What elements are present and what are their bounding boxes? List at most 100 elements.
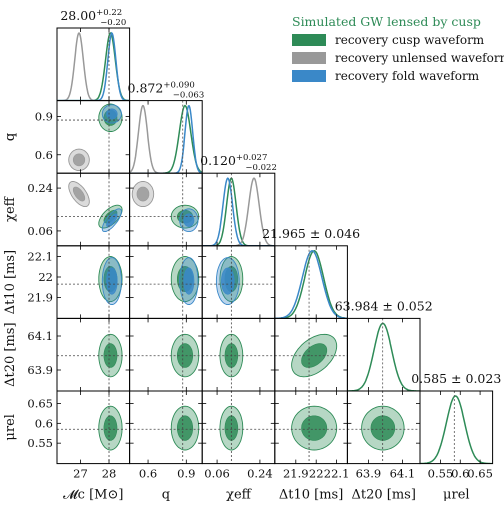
y-axis-label-chi_eff: χeff — [3, 195, 18, 222]
x-tick-label-M_c: 28 — [102, 467, 117, 481]
y-axis-label-dt10: Δt10 [ms] — [3, 250, 18, 314]
x-tick-label-mu_rel: 0.6 — [451, 467, 469, 481]
marginal-curve-dt20-recovery-cusp-waveform — [348, 322, 420, 391]
panel-mu_rel-vs-dt10 — [274, 391, 348, 464]
panel-dt20-vs-chi_eff — [202, 318, 275, 391]
y-axis-label-dt20: Δt20 [ms] — [3, 322, 18, 386]
x-tick-label-q: 0.9 — [177, 467, 195, 481]
legend-item-unlensed: recovery unlensed waveform — [292, 49, 504, 67]
contour-inner-recovery-cusp-waveform — [301, 343, 328, 368]
y-tick-label-dt10: 21.9 — [27, 290, 53, 304]
title-median: 0.120 — [200, 153, 236, 168]
panel-frame — [56, 27, 131, 102]
panel-frame — [346, 317, 421, 392]
x-tick-label-mu_rel: 0.55 — [428, 467, 454, 481]
panel-dt20-vs-M_c — [57, 318, 130, 391]
title-median: 21.965 — [262, 226, 306, 241]
contour-inner-recovery-cusp-waveform — [301, 415, 328, 441]
x-tick-label-dt20: 63.9 — [356, 467, 382, 481]
contour-inner-recovery-fold-waveform — [106, 267, 118, 295]
contour-inner-recovery-cusp-waveform — [177, 415, 194, 441]
title-median: 63.984 — [335, 298, 379, 313]
panel-dt10-vs-chi_eff — [202, 245, 275, 319]
x-tick-label-chi_eff: 0.24 — [247, 467, 273, 481]
marginal-curve-dt10-recovery-fold-waveform — [275, 250, 347, 319]
legend: Simulated GW lensed by cusp recovery cus… — [292, 14, 504, 85]
marginal-curve-M_c-recovery-unlensed-waveform — [57, 31, 129, 101]
x-tick-label-chi_eff: 0.06 — [204, 467, 230, 481]
title-minus: −0.063 — [173, 91, 204, 101]
contour-inner-recovery-unlensed-waveform — [72, 153, 86, 167]
marginal-title-q: 0.872+0.090 −0.063 — [128, 81, 205, 101]
panel-mu_rel-vs-dt20 — [347, 391, 420, 464]
legend-title: Simulated GW lensed by cusp — [292, 14, 481, 29]
x-tick-label-mu_rel: 0.65 — [467, 467, 493, 481]
marginal-curve-q-recovery-unlensed-waveform — [129, 104, 202, 174]
y-tick-label-mu_rel: 0.55 — [27, 436, 53, 450]
legend-swatch-fold — [292, 70, 326, 82]
legend-swatch-unlensed — [292, 52, 326, 64]
title-plus: +0.090 — [163, 81, 194, 91]
title-pm: ± 0.023 — [447, 371, 501, 386]
x-tick-label-q: 0.6 — [139, 467, 157, 481]
y-tick-label-dt20: 63.9 — [27, 363, 53, 377]
marginal-title-dt10: 21.965 ± 0.046 — [262, 226, 360, 241]
contour-inner-recovery-fold-waveform — [106, 108, 118, 120]
legend-label-unlensed: recovery unlensed waveform — [335, 51, 504, 65]
title-minus: −0.022 — [245, 163, 276, 173]
contour-inner-recovery-unlensed-waveform — [72, 186, 86, 202]
x-axis-label-dt20: Δt20 [ms] — [351, 488, 415, 503]
panel-dt10-vs-M_c — [57, 245, 130, 319]
title-median: 28.00 — [60, 8, 96, 23]
x-axis-label-M_c: 𝓜c [M⊙] — [63, 488, 123, 503]
y-axis-label-mu_rel: μrel — [3, 414, 18, 441]
x-axis-label-dt10: Δt10 [ms] — [279, 488, 343, 503]
panel-q-vs-q — [129, 100, 203, 174]
marginal-curve-dt10-recovery-cusp-waveform — [275, 250, 347, 319]
marginal-curve-M_c-recovery-cusp-waveform — [57, 32, 130, 101]
panel-chi_eff-vs-M_c — [57, 173, 130, 246]
title-median: 0.872 — [128, 81, 164, 96]
y-tick-label-dt10: 22.1 — [27, 250, 53, 264]
title-plus: +0.22 — [96, 8, 122, 18]
panel-M_c-vs-M_c — [57, 28, 130, 101]
marginal-title-M_c: 28.00+0.22 −0.20 — [60, 8, 126, 28]
panel-mu_rel-vs-M_c — [57, 391, 130, 464]
marginal-curve-mu_rel-recovery-cusp-waveform — [420, 395, 492, 464]
x-tick-label-dt10: 22 — [309, 467, 324, 481]
panel-dt10-vs-q — [129, 245, 203, 319]
panel-dt20-vs-q — [129, 318, 203, 391]
x-tick-label-dt10: 21.9 — [283, 467, 309, 481]
panel-dt10-vs-dt10 — [275, 245, 347, 319]
contour-inner-recovery-fold-waveform — [183, 267, 195, 295]
marginal-curve-q-recovery-fold-waveform — [130, 104, 202, 174]
x-axis-label-q: q — [162, 488, 170, 503]
title-median: 0.585 — [411, 371, 447, 386]
x-tick-label-M_c: 27 — [73, 467, 88, 481]
y-tick-label-mu_rel: 0.6 — [35, 416, 53, 430]
contour-inner-recovery-cusp-waveform — [103, 415, 118, 441]
legend-item-fold: recovery fold waveform — [292, 67, 502, 85]
marginal-title-dt20: 63.984 ± 0.052 — [335, 298, 433, 313]
x-tick-label-dt20: 64.1 — [390, 467, 416, 481]
marginal-curve-chi_eff-recovery-unlensed-waveform — [202, 177, 275, 246]
contour-inner-recovery-unlensed-waveform — [136, 186, 150, 202]
marginal-curve-M_c-recovery-fold-waveform — [57, 31, 129, 101]
x-axis-label-chi_eff: χeff — [226, 488, 253, 503]
panel-dt20-vs-dt20 — [348, 318, 420, 391]
panel-mu_rel-vs-mu_rel — [420, 391, 492, 464]
contour-inner-recovery-cusp-waveform — [177, 343, 194, 368]
y-tick-label-chi_eff: 0.24 — [27, 181, 53, 195]
x-axis-label-mu_rel: μrel — [443, 488, 470, 503]
legend-item-cusp: recovery cusp waveform — [292, 31, 502, 49]
y-tick-label-chi_eff: 0.06 — [27, 224, 53, 238]
marginal-curve-chi_eff-recovery-fold-waveform — [202, 177, 275, 246]
y-tick-label-q: 0.6 — [35, 148, 53, 162]
y-tick-label-dt10: 22 — [38, 270, 53, 284]
x-tick-label-dt10: 22.1 — [324, 467, 350, 481]
contour-inner-recovery-fold-waveform — [221, 267, 235, 295]
panel-mu_rel-vs-q — [129, 391, 203, 464]
title-plus: +0.027 — [236, 153, 267, 163]
y-tick-label-q: 0.9 — [35, 110, 53, 124]
